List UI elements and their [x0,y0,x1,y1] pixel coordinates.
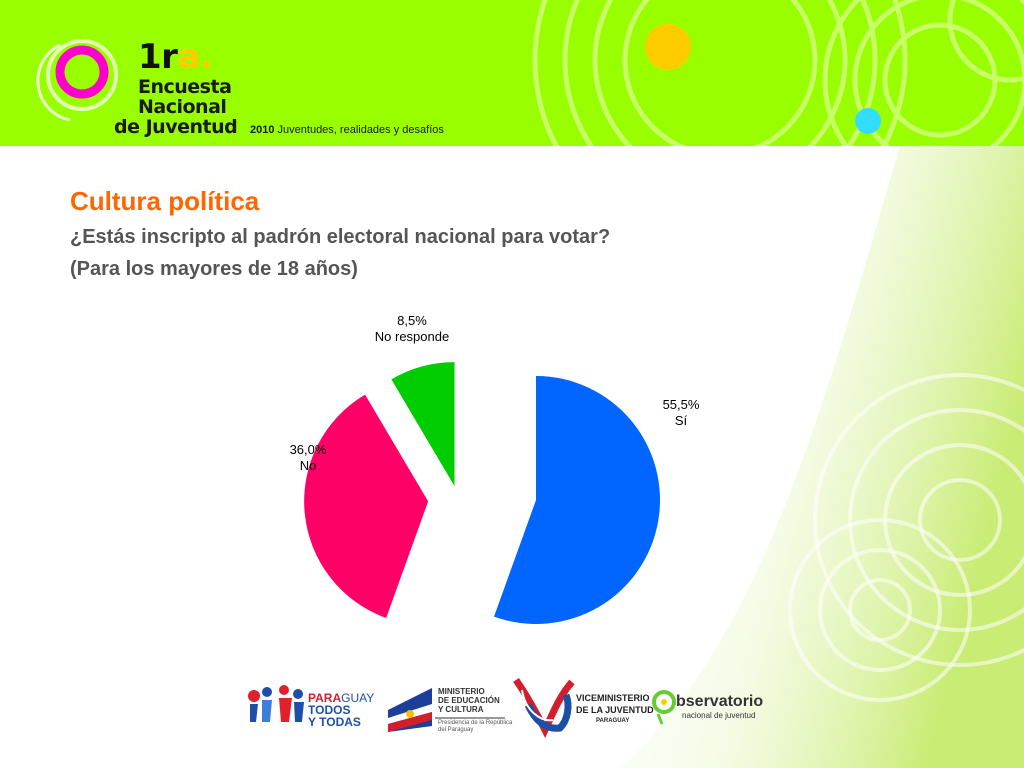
paraguay-logo-text3: Y TODAS [308,715,361,729]
header-decoration [36,0,1024,146]
logo-nacional: Nacional [138,96,227,118]
mec-text5: del Paraguay [438,727,474,733]
mec-text1: MINISTERIO [438,687,485,696]
logo-1ra: 1ra. [138,37,213,77]
yellow-dot [645,24,691,70]
viceministerio-text3: PARAGUAY [596,718,630,724]
viceministerio-swirl-icon [513,677,575,739]
mec-flag-icon [388,688,505,732]
paraguay-logo-text2: TODOS [308,703,351,717]
pie-slice-no [304,394,429,619]
observatorio-icon [652,690,676,725]
paraguay-figures-icon [248,685,304,722]
slice-category-label: No [300,458,317,473]
slice-value-label: 36,0% [290,442,327,457]
logo-encuesta: Encuesta [138,76,232,98]
logo-tagline: 2010 Juventudes, realidades y desafíos [250,124,444,136]
pie-slice-no-responde [391,362,455,487]
header-banner: 1ra. Encuesta Nacional de Juventud 2010 … [0,0,1024,146]
mec-text3: Y CULTURA [438,705,484,714]
slice-category-label: Sí [675,413,688,428]
logo-circle-icon [55,45,109,99]
viceministerio-text2: DE LA JUVENTUD [576,705,654,715]
slice-value-label: 8,5% [397,313,427,328]
mec-text2: DE EDUCACIÓN [438,696,500,705]
viceministerio-text1: VICEMINISTERIO [576,693,650,703]
mec-text4: Presidencia de la República [438,720,513,726]
observatorio-text2: nacional de juventud [682,711,756,720]
slice-value-label: 55,5% [663,397,700,412]
slide-subtitle-line1: ¿Estás inscripto al padrón electoral nac… [70,226,611,248]
pie-slice-si [493,376,661,624]
logo-juventud: de Juventud [114,116,238,138]
slide-subtitle-line2: (Para los mayores de 18 años) [70,258,358,280]
slide-title: Cultura política [70,186,260,216]
paraguay-logo-text1: PARAGUAY [308,691,375,705]
slice-category-label: No responde [375,329,449,344]
observatorio-text1: bservatorio [676,693,764,710]
cyan-dot [855,108,881,134]
footer-logos: PARAGUAY TODOS Y TODAS MINISTERIO DE EDU… [0,660,1024,768]
